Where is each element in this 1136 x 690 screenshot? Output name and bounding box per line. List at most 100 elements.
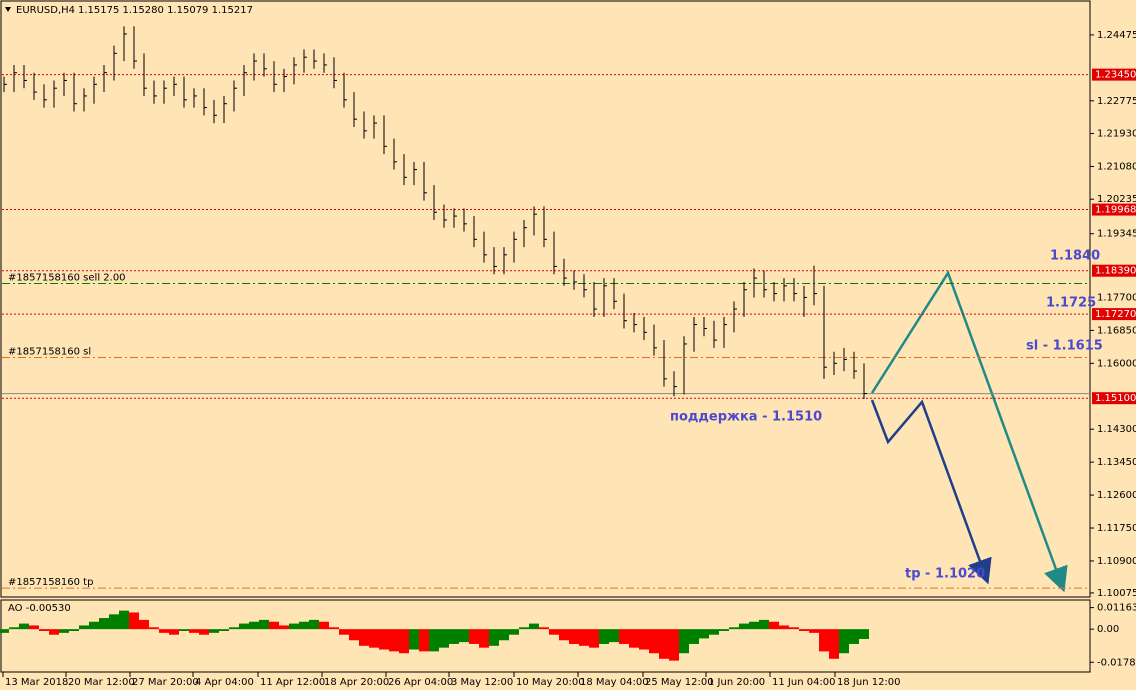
ao-bar bbox=[79, 625, 89, 630]
ao-bar bbox=[859, 629, 869, 639]
x-tick-label: 3 May 12:00 bbox=[451, 677, 513, 688]
order-label: #1857158160 tp bbox=[8, 577, 93, 588]
ao-bar bbox=[429, 629, 439, 652]
ind-y-tick-label: -0.01788 bbox=[1097, 657, 1136, 668]
ao-bar bbox=[189, 629, 199, 633]
ao-bar bbox=[759, 619, 769, 630]
ao-bar bbox=[669, 629, 679, 661]
ao-bar bbox=[819, 629, 829, 652]
ao-bar bbox=[409, 629, 419, 650]
ao-bar bbox=[779, 625, 789, 630]
annotation: tp - 1.1020 bbox=[905, 567, 985, 582]
ao-bar bbox=[629, 629, 639, 648]
ao-bar bbox=[249, 621, 259, 630]
x-tick-label: 10 May 20:00 bbox=[516, 677, 585, 688]
ao-bar bbox=[499, 629, 509, 641]
forecast bbox=[870, 270, 1068, 593]
ao-bar bbox=[69, 629, 79, 631]
y-tick-label: 1.16850 bbox=[1097, 325, 1136, 336]
ao-bar bbox=[839, 629, 849, 654]
ao-bar bbox=[39, 629, 49, 631]
ao-bar bbox=[569, 629, 579, 644]
level-label: 1.15100 bbox=[1095, 393, 1136, 404]
ao-bar bbox=[179, 629, 189, 631]
order-label: #1857158160 sell 2.00 bbox=[8, 272, 126, 283]
ao-bar bbox=[549, 629, 559, 635]
ao-bar bbox=[699, 629, 709, 639]
y-tick-label: 1.16000 bbox=[1097, 358, 1136, 369]
ao-bar bbox=[209, 629, 219, 633]
level-box bbox=[1092, 392, 1136, 405]
ao-bar bbox=[29, 625, 39, 630]
ao-bar bbox=[9, 627, 19, 630]
ao-bar bbox=[329, 627, 339, 630]
ao-bar bbox=[809, 629, 819, 633]
ao-bar bbox=[729, 627, 739, 630]
x-tick-label: 25 May 12:00 bbox=[645, 677, 714, 688]
y-tick-label: 1.21930 bbox=[1097, 129, 1136, 140]
ao-bar bbox=[749, 621, 759, 630]
menu-triangle bbox=[5, 7, 11, 12]
level-label: 1.17270 bbox=[1095, 309, 1136, 320]
ao-bar bbox=[479, 629, 489, 648]
level-label: 1.23450 bbox=[1095, 70, 1136, 81]
symbol-title: EURUSD,H4 bbox=[16, 5, 75, 16]
ao-bar bbox=[619, 629, 629, 644]
x-tick-label: 18 Apr 20:00 bbox=[324, 677, 389, 688]
y-tick-label: 1.13450 bbox=[1097, 457, 1136, 468]
ao-bar bbox=[519, 627, 529, 630]
ao-bar bbox=[239, 623, 249, 630]
order-label: #1857158160 sl bbox=[8, 347, 91, 358]
ao-bar bbox=[119, 610, 129, 630]
y-tick-label: 1.20235 bbox=[1097, 194, 1136, 205]
level-box bbox=[1092, 264, 1136, 277]
ao-bar bbox=[379, 629, 389, 650]
ao-bar bbox=[439, 629, 449, 648]
ao-bar bbox=[639, 629, 649, 650]
y-tick-label: 1.19345 bbox=[1097, 229, 1136, 240]
ao-bar bbox=[109, 614, 119, 630]
indicator-label: AO -0.00530 bbox=[8, 603, 71, 614]
ao-bar bbox=[149, 627, 159, 630]
ao-bar bbox=[419, 629, 429, 652]
ao-bar bbox=[459, 629, 469, 643]
ao-bar bbox=[139, 619, 149, 630]
ao-bar bbox=[279, 625, 289, 630]
x-tick-label: 11 Apr 12:00 bbox=[260, 677, 325, 688]
ao-bar bbox=[469, 629, 479, 644]
ao-bar bbox=[339, 629, 349, 635]
ao-bar bbox=[449, 629, 459, 644]
indicator-frame bbox=[0, 599, 1091, 673]
ao-bar bbox=[169, 629, 179, 635]
y-tick-label: 1.22775 bbox=[1097, 96, 1136, 107]
x-tick-label: 18 Jun 12:00 bbox=[837, 677, 901, 688]
ao-bar bbox=[509, 629, 519, 635]
ao-bar bbox=[579, 629, 589, 646]
forecast-arrow bbox=[870, 270, 1068, 593]
ao-bar bbox=[99, 618, 109, 630]
level-box bbox=[1092, 308, 1136, 321]
ao-bar bbox=[229, 627, 239, 630]
ao-bar bbox=[309, 619, 319, 630]
y-tick-label: 1.11750 bbox=[1097, 523, 1136, 534]
y-tick-label: 1.21080 bbox=[1097, 161, 1136, 172]
ao-bar bbox=[589, 629, 599, 648]
ao-bar bbox=[49, 629, 59, 635]
ao-bar bbox=[289, 623, 299, 630]
ao-bar bbox=[389, 629, 399, 652]
ao-bar bbox=[269, 621, 279, 630]
y-tick-label: 1.10075 bbox=[1097, 588, 1136, 599]
ao-bar bbox=[529, 623, 539, 630]
ao-bar bbox=[789, 627, 799, 630]
x-tick-label: 4 Apr 04:00 bbox=[195, 677, 254, 688]
ao-bar bbox=[359, 629, 369, 646]
x-tick-label: 26 Apr 04:00 bbox=[388, 677, 453, 688]
y-tick-label: 1.14300 bbox=[1097, 424, 1136, 435]
ind-y-tick-label: 0.00 bbox=[1097, 624, 1119, 635]
ao-bar bbox=[679, 629, 689, 654]
x-tick-label: 18 May 04:00 bbox=[580, 677, 649, 688]
x-tick-label: 27 Mar 20:00 bbox=[132, 677, 199, 688]
level-box bbox=[1092, 68, 1136, 81]
ao-bar bbox=[319, 621, 329, 630]
